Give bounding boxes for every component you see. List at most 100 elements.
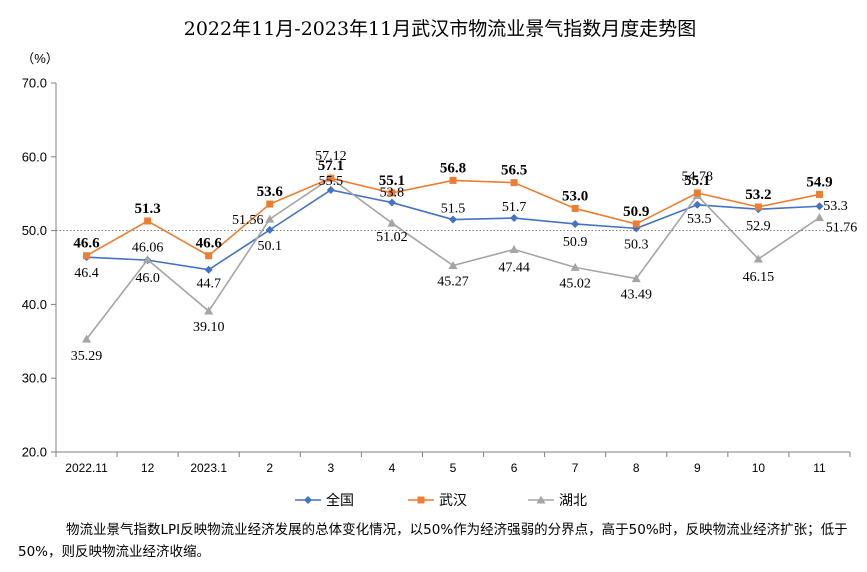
data-label: 55.1 xyxy=(379,173,405,189)
chart-title: 2022年11月-2023年11月武汉市物流业景气指数月度走势图 xyxy=(184,18,696,40)
series-markers xyxy=(82,173,824,343)
x-tick-label: 3 xyxy=(328,461,335,475)
data-point-diamond xyxy=(510,214,519,223)
data-label: 50.9 xyxy=(563,235,588,250)
data-label: 35.29 xyxy=(71,349,103,364)
data-label: 50.1 xyxy=(258,239,283,254)
data-label: 46.06 xyxy=(132,241,164,256)
data-label: 51.5 xyxy=(441,202,466,217)
data-label: 56.5 xyxy=(501,163,527,179)
data-label: 44.7 xyxy=(196,277,221,292)
data-label: 46.6 xyxy=(73,236,100,252)
data-point-diamond xyxy=(449,215,457,224)
data-label: 53.5 xyxy=(687,212,712,227)
data-label: 55.1 xyxy=(684,173,710,189)
y-tick-label: 70.0 xyxy=(22,76,47,91)
data-point-triangle xyxy=(814,213,824,222)
data-point-diamond xyxy=(304,496,312,504)
x-tick-label: 2 xyxy=(266,461,273,475)
y-tick-label: 30.0 xyxy=(22,371,47,386)
data-point-triangle xyxy=(570,262,580,271)
data-point-square xyxy=(205,252,213,260)
x-tick-label: 12 xyxy=(141,461,155,475)
data-label: 54.9 xyxy=(806,174,832,190)
data-label: 53.0 xyxy=(562,188,588,204)
data-label: 52.9 xyxy=(746,219,771,234)
data-point-triangle xyxy=(387,218,397,227)
data-point-square xyxy=(754,203,762,211)
data-label: 53.6 xyxy=(257,184,284,200)
y-tick-label: 20.0 xyxy=(22,445,47,460)
data-point-diamond xyxy=(204,265,213,274)
data-point-square xyxy=(327,174,335,182)
x-tick-label: 7 xyxy=(572,461,579,475)
x-tick-label: 2023.1 xyxy=(190,461,227,475)
legend-label: 全国 xyxy=(326,492,354,509)
x-tick-label: 9 xyxy=(694,461,701,475)
data-label: 51.02 xyxy=(376,230,408,245)
data-point-square xyxy=(388,189,396,197)
data-label: 53.8 xyxy=(380,186,405,201)
data-label: 46.15 xyxy=(743,270,775,285)
legend-label: 武汉 xyxy=(439,493,467,509)
x-tick-label: 11 xyxy=(813,461,826,475)
data-label: 47.44 xyxy=(498,260,530,275)
data-label: 43.49 xyxy=(620,288,652,303)
data-label: 55.5 xyxy=(319,174,344,189)
data-point-triangle xyxy=(204,306,214,315)
data-point-square xyxy=(449,176,457,184)
data-label: 46.4 xyxy=(74,266,99,281)
data-label: 51.56 xyxy=(232,213,264,228)
data-point-diamond xyxy=(326,186,335,195)
x-tick-label: 5 xyxy=(450,461,457,475)
data-label: 56.8 xyxy=(440,160,466,176)
data-point-square xyxy=(266,200,274,208)
data-point-diamond xyxy=(693,200,702,209)
data-point-triangle xyxy=(509,244,519,253)
x-tick-label: 10 xyxy=(752,461,766,475)
data-point-triangle xyxy=(753,254,763,263)
data-label: 51.3 xyxy=(134,201,160,217)
data-point-square xyxy=(571,204,579,212)
data-point-triangle xyxy=(631,274,641,283)
data-point-square xyxy=(632,220,640,228)
data-point-diamond xyxy=(815,202,824,211)
x-tick-label: 2022.11 xyxy=(65,461,108,475)
data-label: 57.1 xyxy=(318,158,344,174)
data-point-square xyxy=(510,179,518,187)
data-label: 45.27 xyxy=(437,275,469,290)
data-label: 50.3 xyxy=(624,237,649,252)
data-label: 53.2 xyxy=(745,187,771,203)
data-label: 39.10 xyxy=(193,320,225,335)
data-point-triangle xyxy=(265,214,275,223)
axes: 20.0 30.0 40.0 50.0 60.0 70.0 2022.11 12 2023.1 2… xyxy=(22,76,851,475)
data-point-triangle xyxy=(536,495,546,504)
y-tick-label: 50.0 xyxy=(22,223,47,238)
data-point-diamond xyxy=(387,198,396,207)
data-label: 45.02 xyxy=(559,276,591,291)
y-axis-unit: （%） xyxy=(21,51,59,66)
legend: 全国 武汉 湖北 xyxy=(295,492,587,509)
y-tick-label: 40.0 xyxy=(22,297,47,312)
y-tick-label: 60.0 xyxy=(22,149,47,164)
data-point-square xyxy=(144,217,152,225)
data-point-square xyxy=(83,252,91,260)
data-point-triangle xyxy=(143,255,153,264)
data-label: 53.3 xyxy=(823,199,848,214)
data-point-triangle xyxy=(82,334,92,343)
x-tick-label: 8 xyxy=(633,461,640,475)
data-label: 51.7 xyxy=(502,200,527,215)
x-tick-label: 6 xyxy=(511,461,518,475)
data-label: 51.76 xyxy=(826,221,858,236)
legend-label: 湖北 xyxy=(559,493,587,509)
x-tick-label: 4 xyxy=(389,461,396,475)
data-label: 57.12 xyxy=(315,149,347,164)
data-point-diamond xyxy=(265,225,274,234)
data-point-square xyxy=(693,189,701,197)
data-labels: 46.4 46.0 44.7 50.1 55.5 53.8 51.5 51.7 50.9 50.3… xyxy=(71,149,857,364)
data-point-square xyxy=(417,496,425,504)
data-point-diamond xyxy=(571,219,580,228)
data-label: 46.6 xyxy=(196,236,223,252)
data-point-triangle xyxy=(448,261,458,270)
